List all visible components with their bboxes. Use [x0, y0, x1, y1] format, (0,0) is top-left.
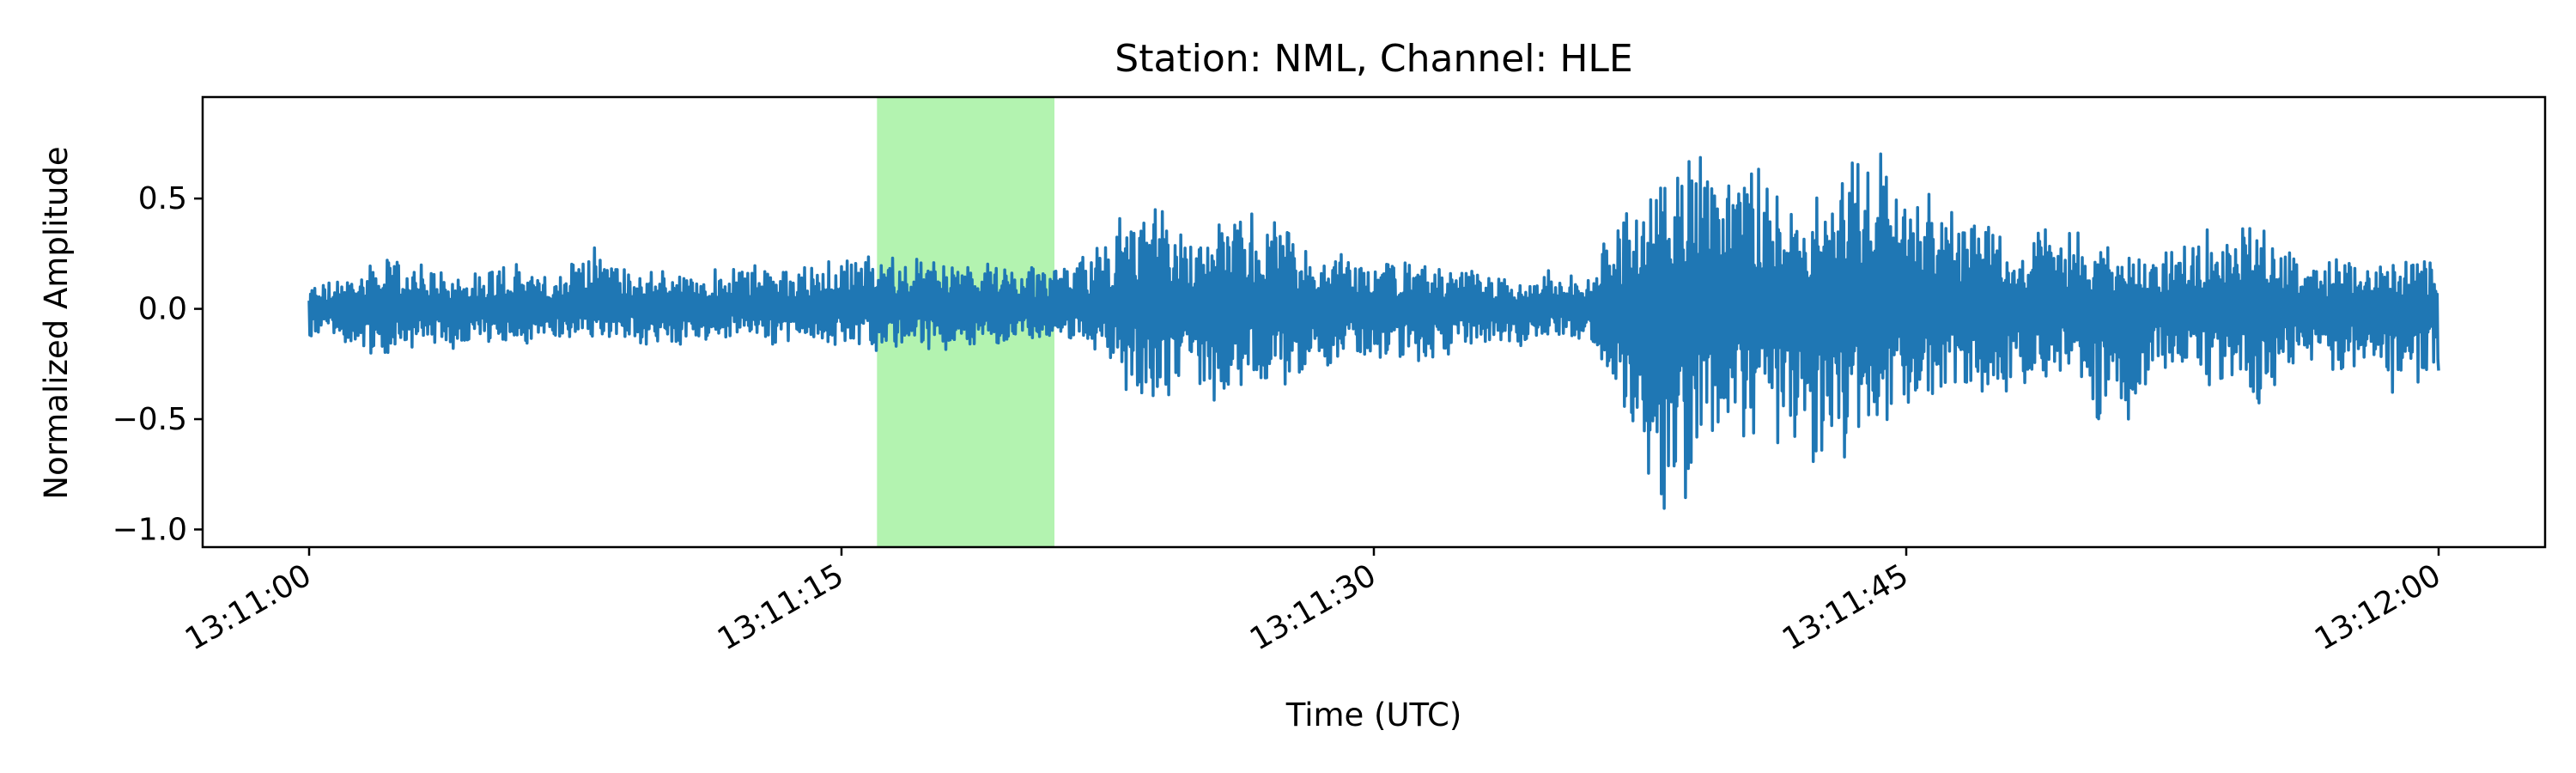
y-axis: 0.5 0.0 −0.5 −1.0: [112, 181, 203, 547]
y-axis-label: Normalized Amplitude: [38, 146, 75, 499]
y-tick-label: 0.0: [138, 292, 187, 327]
y-tick-label: 0.5: [138, 181, 187, 216]
waveform-line: [307, 152, 2440, 510]
x-axis-label: Time (UTC): [1285, 697, 1462, 733]
waveform: [307, 152, 2440, 510]
chart-title: Station: NML, Channel: HLE: [1115, 37, 1632, 81]
y-tick-label: −0.5: [112, 402, 187, 437]
y-tick-label: −1.0: [112, 512, 187, 547]
